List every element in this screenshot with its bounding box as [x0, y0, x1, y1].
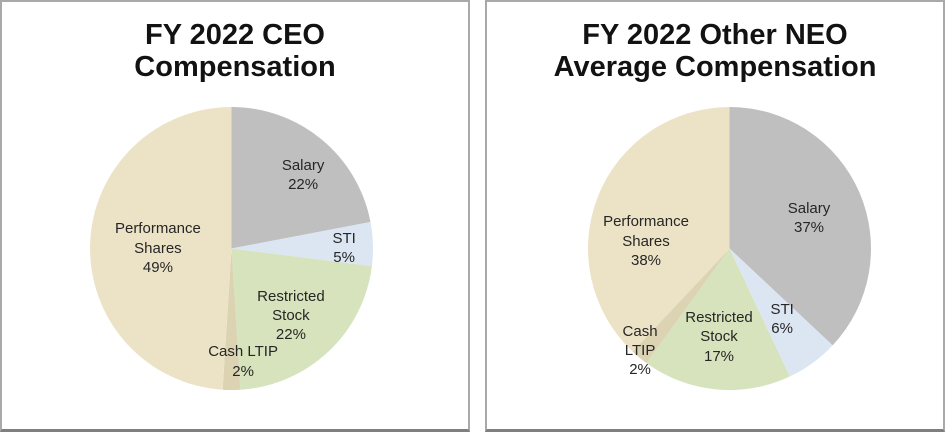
slice-label-sti: STI 6%: [770, 300, 794, 337]
pie-slice-sti: [231, 221, 373, 267]
pie-slice-salary: [231, 106, 371, 249]
pie-slice-sti: [729, 248, 833, 377]
slice-label-salary: Salary 22%: [281, 156, 325, 193]
pie-svg: [588, 106, 871, 390]
slice-label-performance-shares: Performance Shares 49%: [114, 220, 201, 277]
pie-slice-restricted-stock: [646, 248, 790, 390]
slice-label-cash-ltip: Cash LTIP 2%: [208, 343, 278, 380]
slice-label-performance-shares: Performance Shares 38%: [603, 213, 689, 269]
pie-slice-cash-ltip: [632, 248, 730, 363]
slice-label-restricted-stock: Restricted Stock 22%: [257, 287, 325, 344]
pie-slice-salary: [729, 106, 871, 346]
slice-label-restricted-stock: Restricted Stock 17%: [685, 309, 753, 365]
pie-svg: [90, 106, 373, 390]
pie-slice-cash-ltip: [222, 248, 241, 390]
pie-chart-ceo-compensation: Salary 22% STI 5% Restricted Stock 22% Cash…: [90, 106, 373, 390]
chart-title-other-neo-compensation: FY 2022 Other NEO Average Compensation: [553, 19, 877, 84]
pie-slice-performance-shares: [90, 106, 232, 390]
chart-panel-other-neo-compensation: FY 2022 Other NEO Average Compensation S…: [485, 0, 945, 432]
pie-chart-other-neo-compensation: Salary 37% STI 6% Restricted Stock 17% Cash…: [588, 106, 871, 390]
slice-label-cash-ltip: Cash LTIP 2%: [622, 322, 658, 379]
chart-title-ceo-compensation: FY 2022 CEO Compensation: [134, 19, 336, 84]
slice-label-salary: Salary 37%: [787, 199, 831, 236]
slice-label-sti: STI 5%: [332, 229, 356, 266]
chart-panel-ceo-compensation: FY 2022 CEO Compensation Salary 22% STI 5…: [0, 0, 470, 432]
pie-slice-performance-shares: [588, 106, 730, 352]
pie-slice-restricted-stock: [231, 248, 372, 390]
